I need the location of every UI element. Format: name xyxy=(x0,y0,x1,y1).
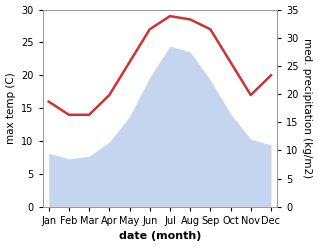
X-axis label: date (month): date (month) xyxy=(119,231,201,242)
Y-axis label: max temp (C): max temp (C) xyxy=(5,72,16,144)
Y-axis label: med. precipitation (kg/m2): med. precipitation (kg/m2) xyxy=(302,38,313,178)
